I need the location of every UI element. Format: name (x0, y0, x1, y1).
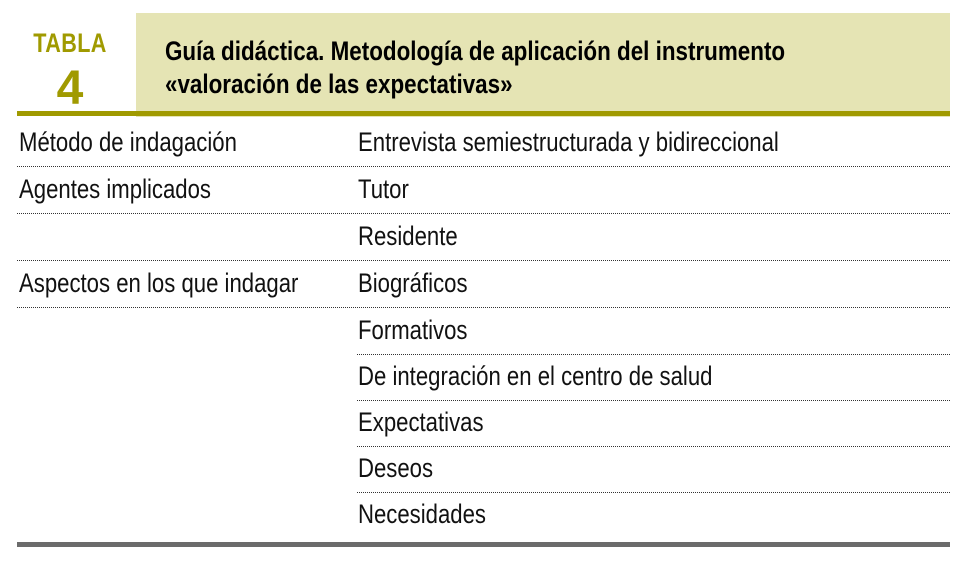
row-value: Expectativas (358, 407, 484, 437)
row-value: Deseos (358, 453, 434, 483)
table-title: Guía didáctica. Metodología de aplicació… (165, 35, 785, 101)
table-row: Aspectos en los que indagar Biográficos (17, 261, 950, 308)
table-row: Residente (17, 214, 950, 261)
table-label: TABLA 4 (17, 13, 136, 113)
table-label-text: TABLA (33, 28, 107, 58)
table-row: Expectativas (17, 400, 950, 447)
row-value: Tutor (358, 174, 409, 204)
row-label: Agentes implicados (19, 174, 211, 204)
row-value: Residente (358, 221, 458, 251)
header-rule (17, 111, 950, 116)
table-row: Método de indagación Entrevista semiestru… (17, 120, 950, 167)
row-label: Aspectos en los que indagar (19, 268, 299, 298)
row-label: Método de indagación (19, 127, 237, 157)
table-title-line-1: Guía didáctica. Metodología de aplicació… (165, 36, 786, 66)
row-value: Biográficos (358, 268, 468, 298)
table-title-line-2: «valoración de las expectativas» (165, 69, 513, 99)
bottom-rule (17, 542, 950, 547)
table-row: Necesidades (17, 492, 950, 538)
row-value: Entrevista semiestructurada y bidireccio… (358, 127, 779, 157)
table-row: Agentes implicados Tutor (17, 167, 950, 214)
table-row: Deseos (17, 446, 950, 493)
row-value: Formativos (358, 315, 468, 345)
table-row: Formativos (17, 308, 950, 355)
table-title-box: Guía didáctica. Metodología de aplicació… (136, 13, 950, 117)
table-row: De integración en el centro de salud (17, 354, 950, 401)
table-body: Método de indagación Entrevista semiestru… (17, 120, 950, 538)
table-number: 4 (56, 62, 84, 115)
row-value: Necesidades (358, 499, 486, 529)
row-value: De integración en el centro de salud (358, 361, 713, 391)
